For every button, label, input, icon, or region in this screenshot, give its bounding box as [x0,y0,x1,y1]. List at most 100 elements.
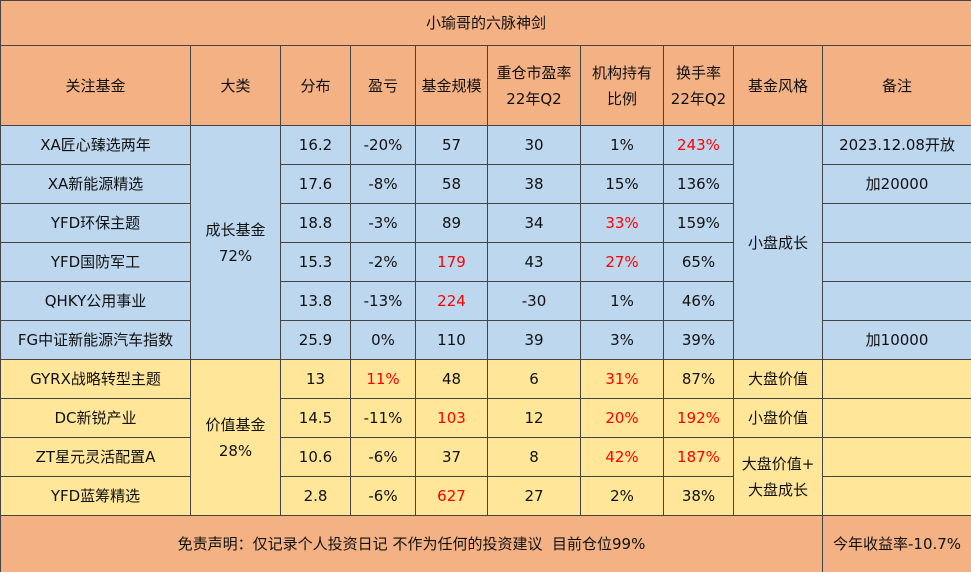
header-cell: 基金风格 [733,45,823,126]
fund-cell: 13 [280,359,351,399]
style-cell: 大盘价值 [733,359,823,399]
fund-cell: GYRX战略转型主题 [0,359,191,399]
fund-cell: -13% [350,281,416,321]
fund-cell: 15% [580,164,664,204]
fund-cell: 17.6 [280,164,351,204]
note-cell: 2023.12.08开放 [821,125,971,165]
fund-cell: 65% [663,242,734,282]
header-text: 备注 [882,76,913,95]
header-text: 22年Q2 [506,89,562,108]
note-cell [821,281,971,321]
header-text: 比例 [606,89,637,108]
fund-cell: -6% [350,437,416,477]
fund-row: XA匠心臻选两年 成长基金 72% 16.2 -20% 57 30 1% 243% 小盘成长 202… [0,125,971,360]
fund-cell: 57 [415,125,488,165]
category-text: 价值基金 [205,415,266,434]
header-cell: 基金规模 [415,45,488,126]
header-text: 机构持有 [591,63,652,82]
fund-cell: 34 [487,203,581,243]
fund-cell: DC新锐产业 [0,398,191,438]
fund-cell: 18.8 [280,203,351,243]
header-row: 关注基金 大类 分布 盈亏 基金规模 重仓市盈率 22年Q2 机构持有 比例 换手率 22年Q2 基金… [0,45,971,126]
fund-cell: 27 [487,476,581,516]
fund-row: GYRX战略转型主题 价值基金 28% 13 11% 48 6 31% 87% 大盘价值 [0,359,971,516]
title-row: 小瑜哥的六脉神剑 [0,0,971,46]
fund-cell: 43 [487,242,581,282]
fund-row: YFD蓝筹精选 2.8 -6% 627 27 2% 38% [0,476,971,516]
header-cell: 备注 [821,45,971,126]
fund-cell: 0% [350,320,416,360]
fund-cell: 48 [415,359,488,399]
fund-cell: 179 [415,242,488,282]
fund-row: FG中证新能源汽车指数 25.9 0% 110 39 3% 39% 加10000 [0,320,971,360]
header-text: 基金规模 [421,76,482,95]
header-cell: 关注基金 [0,45,191,126]
header-text: 分布 [300,76,331,95]
header-text: 基金风格 [747,76,808,95]
style-cell: 大盘价值+ 大盘成长 [733,437,823,516]
fund-cell: 192% [663,398,734,438]
footer-row: 免责声明：仅记录个人投资日记 不作为任何的投资建议 目前仓位99% 今年收益率-1… [0,515,971,572]
note-cell [821,398,971,438]
fund-cell: -11% [350,398,416,438]
fund-cell: -30 [487,281,581,321]
fund-cell: 159% [663,203,734,243]
fund-cell: 2% [580,476,664,516]
fund-cell: 14.5 [280,398,351,438]
category-text: 72% [218,246,253,265]
fund-cell: QHKY公用事业 [0,281,191,321]
category-cell: 成长基金 72% [190,125,281,360]
header-text: 重仓市盈率 [496,63,572,82]
fund-cell: 8 [487,437,581,477]
category-cell: 价值基金 28% [190,359,281,516]
header-cell: 机构持有 比例 [580,45,664,126]
header-cell: 大类 [190,45,281,126]
fund-row: DC新锐产业 14.5 -11% 103 12 20% 192% 小盘价值 [0,398,971,438]
fund-cell: 42% [580,437,664,477]
fund-cell: 3% [580,320,664,360]
fund-cell: 38 [487,164,581,204]
style-text: 小盘价值 [747,409,808,427]
fund-cell: 6 [487,359,581,399]
style-cell: 小盘成长 [733,125,823,360]
fund-cell: YFD环保主题 [0,203,191,243]
fund-cell: 224 [415,281,488,321]
note-cell: 加20000 [821,164,971,204]
fund-cell: 2.8 [280,476,351,516]
fund-cell: -20% [350,125,416,165]
fund-cell: 10.6 [280,437,351,477]
fund-cell: 1% [580,281,664,321]
category-text: 成长基金 [205,220,266,239]
fund-cell: 38% [663,476,734,516]
fund-cell: 30 [487,125,581,165]
fund-cell: 27% [580,242,664,282]
fund-cell: 31% [580,359,664,399]
fund-cell: 58 [415,164,488,204]
disclaimer: 免责声明：仅记录个人投资日记 不作为任何的投资建议 目前仓位99% [0,515,823,572]
header-cell: 换手率 22年Q2 [663,45,734,126]
fund-cell: 187% [663,437,734,477]
fund-cell: YFD国防军工 [0,242,191,282]
header-text: 大类 [220,76,251,95]
note-cell [821,242,971,282]
fund-cell: 39 [487,320,581,360]
fund-cell: 25.9 [280,320,351,360]
fund-cell: -6% [350,476,416,516]
fund-cell: 13.8 [280,281,351,321]
fund-cell: 1% [580,125,664,165]
fund-cell: 87% [663,359,734,399]
fund-cell: -2% [350,242,416,282]
header-cell: 分布 [280,45,351,126]
fund-cell: XA新能源精选 [0,164,191,204]
annual-return: 今年收益率-10.7% [821,515,971,572]
style-text: 大盘价值+ [741,454,815,473]
header-cell: 盈亏 [350,45,416,126]
fund-cell: 20% [580,398,664,438]
category-text: 28% [218,441,253,460]
style-text: 小盘成长 [747,233,808,252]
header-text: 换手率 [675,63,721,82]
fund-cell: -8% [350,164,416,204]
fund-row: QHKY公用事业 13.8 -13% 224 -30 1% 46% [0,281,971,321]
